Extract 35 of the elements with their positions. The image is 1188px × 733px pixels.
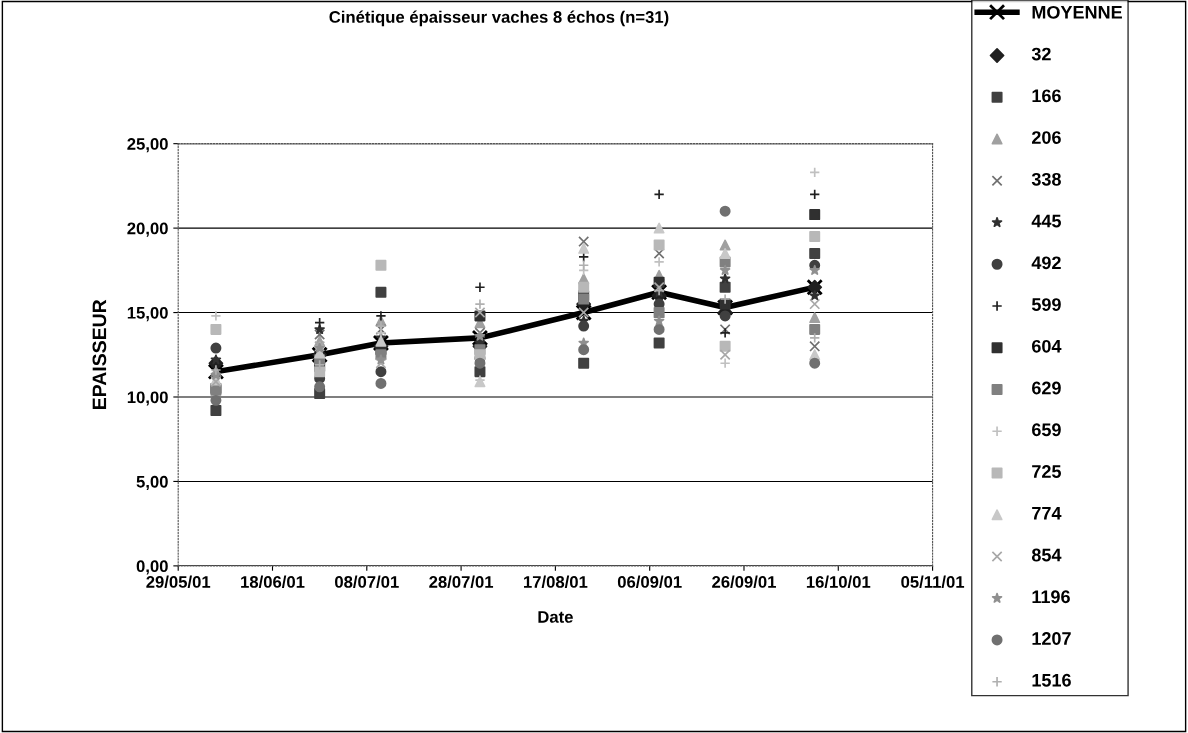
legend-label: 604 <box>1032 339 1062 353</box>
y-tick-label: 15,00 <box>127 306 168 322</box>
legend-label: 1516 <box>1032 673 1071 687</box>
x-tick-label: 16/10/01 <box>806 575 871 589</box>
legend-label: 166 <box>1032 89 1061 103</box>
legend-label: 1196 <box>1032 590 1070 604</box>
legend-label: 774 <box>1032 507 1062 520</box>
legend-label: 725 <box>1032 465 1061 478</box>
y-axis-title: EPAISSEUR <box>92 299 107 409</box>
legend-label: 599 <box>1031 298 1061 311</box>
x-tick-label: 18/06/01 <box>241 575 305 589</box>
legend-label: 854 <box>1031 548 1062 562</box>
y-tick-label: 10,00 <box>127 391 168 406</box>
legend-label: 338 <box>1031 172 1061 186</box>
y-tick-label: 20,00 <box>127 222 168 237</box>
x-tick-label: 28/07/01 <box>429 575 494 589</box>
x-tick-label: 06/09/01 <box>617 575 682 589</box>
legend-label: 32 <box>1031 47 1051 61</box>
x-tick-label: 05/11/01 <box>901 575 965 589</box>
x-tick-label: 17/08/01 <box>524 575 588 589</box>
x-axis-title: Date <box>538 611 573 623</box>
y-tick-label: 0,00 <box>136 560 168 575</box>
y-tick-label: 5,00 <box>136 475 168 491</box>
x-tick-label: 26/09/01 <box>712 575 776 589</box>
chart-title: Cinétique épaisseur vaches 8 échos (n=31) <box>329 10 669 27</box>
legend-label: 445 <box>1031 214 1061 228</box>
legend-label: 1207 <box>1032 632 1071 645</box>
x-tick-label: 08/07/01 <box>335 575 399 589</box>
legend-label: MOYENNE <box>1032 5 1122 19</box>
y-tick-label: 25,00 <box>127 138 168 153</box>
legend-label: 629 <box>1032 381 1061 395</box>
legend-label: 492 <box>1031 256 1061 270</box>
legend-label: 206 <box>1031 131 1061 144</box>
legend-label: 659 <box>1032 423 1061 437</box>
x-tick-label: 29/05/01 <box>146 575 211 589</box>
